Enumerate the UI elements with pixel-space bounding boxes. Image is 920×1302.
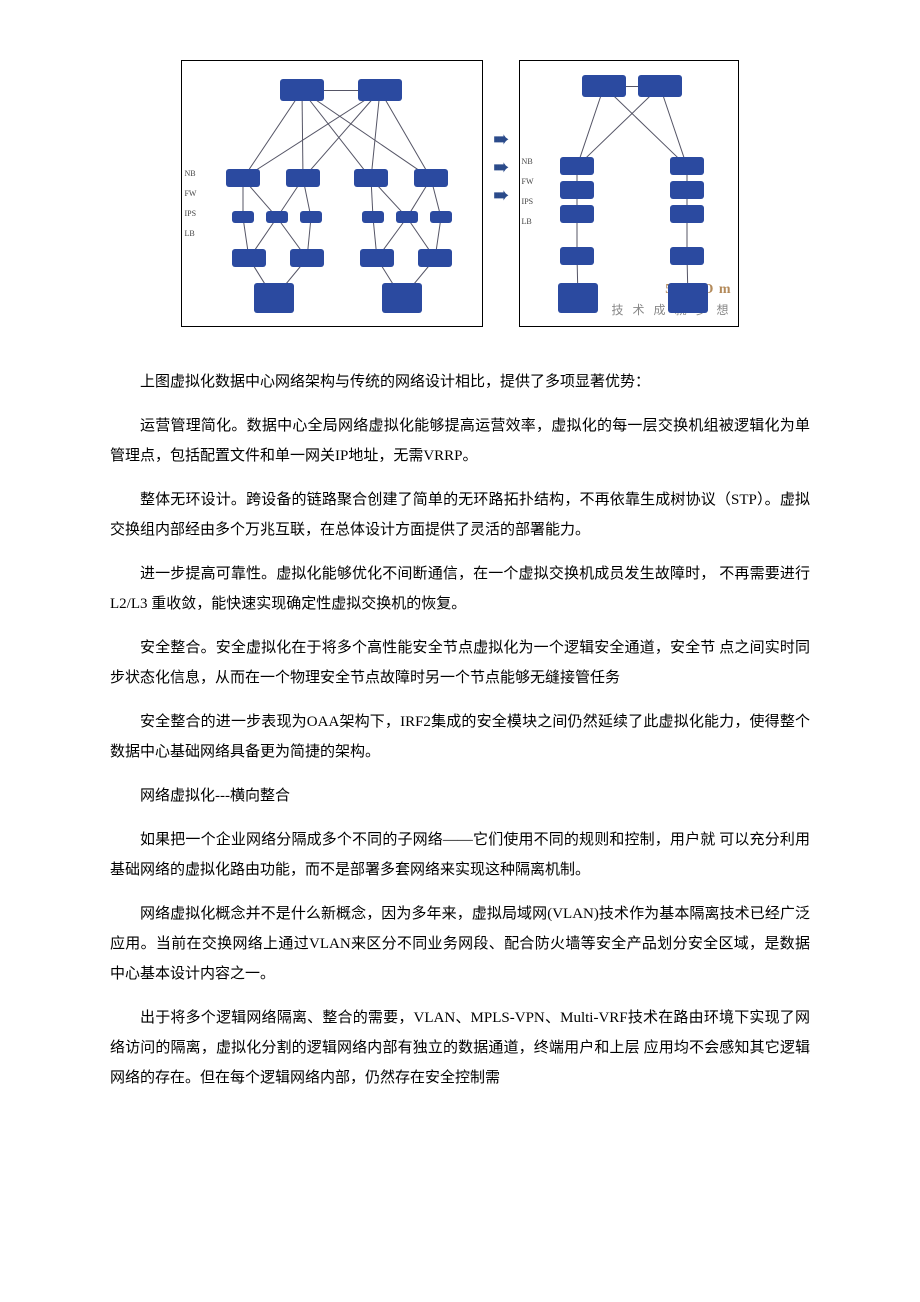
network-node <box>360 249 394 267</box>
network-edge <box>243 90 303 179</box>
network-node <box>382 283 422 313</box>
network-node <box>668 283 708 313</box>
network-node <box>362 211 384 223</box>
network-node <box>560 205 594 223</box>
network-node <box>232 249 266 267</box>
paragraph: 安全整合。安全虚拟化在于将多个高性能安全节点虚拟化为一个逻辑安全通道，安全节 点… <box>110 633 810 693</box>
network-edge <box>303 90 381 179</box>
arrow-icon: ➠ <box>493 186 508 204</box>
label-lb: LB <box>522 217 532 226</box>
paragraph: 安全整合的进一步表现为OAA架构下，IRF2集成的安全模块之间仍然延续了此虚拟化… <box>110 707 810 767</box>
arrow-icon: ➠ <box>493 130 508 148</box>
network-node <box>560 181 594 199</box>
label-lb: LB <box>184 229 194 238</box>
network-node <box>266 211 288 223</box>
network-node <box>396 211 418 223</box>
network-node <box>280 79 324 101</box>
arrow-icon: ➠ <box>493 158 508 176</box>
network-node <box>232 211 254 223</box>
label-nb: NB <box>184 169 195 178</box>
paragraph: 网络虚拟化---横向整合 <box>110 781 810 811</box>
network-node <box>286 169 320 187</box>
network-node <box>560 157 594 175</box>
document-page: NB FW IPS LB ➠ ➠ ➠ NB FW IPS LB 51CTO m … <box>0 0 920 1187</box>
network-node <box>582 75 626 97</box>
network-node <box>670 181 704 199</box>
network-node <box>670 205 704 223</box>
diagram-virtualized-network: NB FW IPS LB 51CTO m 技 术 成 就 梦 想 <box>519 60 739 327</box>
paragraph: 网络虚拟化概念并不是什么新概念，因为多年来，虚拟局域网(VLAN)技术作为基本隔… <box>110 899 810 989</box>
diagram-traditional-network: NB FW IPS LB <box>181 60 483 327</box>
network-node <box>414 169 448 187</box>
network-node <box>358 79 402 101</box>
network-node <box>638 75 682 97</box>
network-node <box>670 157 704 175</box>
network-node <box>670 247 704 265</box>
paragraph: 如果把一个企业网络分隔成多个不同的子网络——它们使用不同的规则和控制，用户就 可… <box>110 825 810 885</box>
label-fw: FW <box>184 189 196 198</box>
network-node <box>418 249 452 267</box>
paragraph: 出于将多个逻辑网络隔离、整合的需要，VLAN、MPLS-VPN、Multi-VR… <box>110 1003 810 1093</box>
network-node <box>290 249 324 267</box>
paragraph: 运营管理简化。数据中心全局网络虚拟化能够提高运营效率，虚拟化的每一层交换机组被逻… <box>110 411 810 471</box>
label-ips: IPS <box>522 197 534 206</box>
network-node <box>354 169 388 187</box>
label-fw: FW <box>522 177 534 186</box>
network-node <box>560 247 594 265</box>
network-edge <box>371 90 381 178</box>
paragraph: 上图虚拟化数据中心网络架构与传统的网络设计相比，提供了多项显著优势： <box>110 367 810 397</box>
network-node <box>300 211 322 223</box>
network-node <box>430 211 452 223</box>
network-node <box>254 283 294 313</box>
figure-row: NB FW IPS LB ➠ ➠ ➠ NB FW IPS LB 51CTO m … <box>110 60 810 327</box>
label-ips: IPS <box>184 209 196 218</box>
network-node <box>226 169 260 187</box>
network-node <box>558 283 598 313</box>
arrows-column: ➠ ➠ ➠ <box>493 60 508 204</box>
network-edge <box>302 90 304 178</box>
paragraph: 整体无环设计。跨设备的链路聚合创建了简单的无环路拓扑结构，不再依靠生成树协议（S… <box>110 485 810 545</box>
paragraph: 进一步提高可靠性。虚拟化能够优化不间断通信，在一个虚拟交换机成员发生故障时， 不… <box>110 559 810 619</box>
network-edge <box>380 90 432 178</box>
label-nb: NB <box>522 157 533 166</box>
